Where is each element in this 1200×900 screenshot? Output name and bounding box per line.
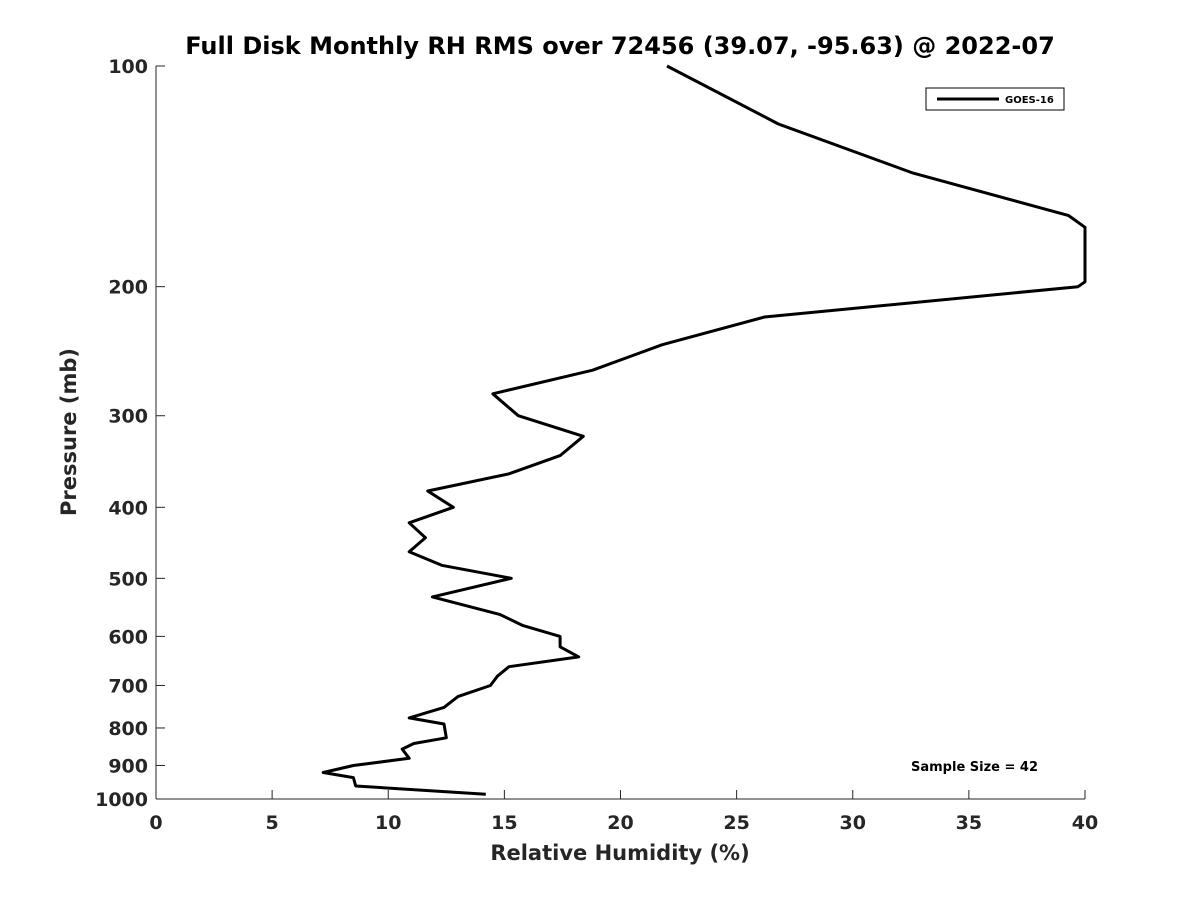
x-tick-label: 5 [266, 812, 279, 834]
y-tick-label: 1000 [95, 789, 148, 811]
y-tick-label: 700 [108, 675, 148, 697]
x-tick-label: 20 [607, 812, 633, 834]
x-tick-label: 25 [723, 812, 749, 834]
sample-size-annotation: Sample Size = 42 [911, 760, 1038, 775]
y-tick-label: 100 [108, 56, 148, 78]
x-tick-label: 15 [491, 812, 517, 834]
y-axis-title: Pressure (mb) [57, 348, 81, 516]
series-line [321, 64, 1087, 796]
axes: 0 5 10 15 20 25 30 35 40 100 200 300 400 500 600 700 800… [95, 56, 1098, 834]
y-tick-label: 600 [108, 626, 148, 648]
x-tick-label: 0 [149, 812, 162, 834]
legend: GOES-16 [925, 87, 1065, 111]
y-tick-label: 500 [108, 568, 148, 590]
x-axis-title: Relative Humidity (%) [490, 841, 749, 865]
series-layer [321, 64, 1087, 796]
y-tick-label: 400 [108, 497, 148, 519]
y-tick-label: 800 [108, 718, 148, 740]
x-tick-label: 40 [1072, 812, 1098, 834]
x-tick-label: 35 [956, 812, 982, 834]
y-tick-label: 200 [108, 277, 148, 299]
y-tick-label: 300 [108, 406, 148, 428]
legend-label: GOES-16 [1005, 95, 1054, 106]
x-tick-label: 10 [375, 812, 401, 834]
x-tick-label: 30 [840, 812, 866, 834]
chart-title: Full Disk Monthly RH RMS over 72456 (39.… [185, 32, 1055, 60]
y-tick-label: 900 [108, 755, 148, 777]
